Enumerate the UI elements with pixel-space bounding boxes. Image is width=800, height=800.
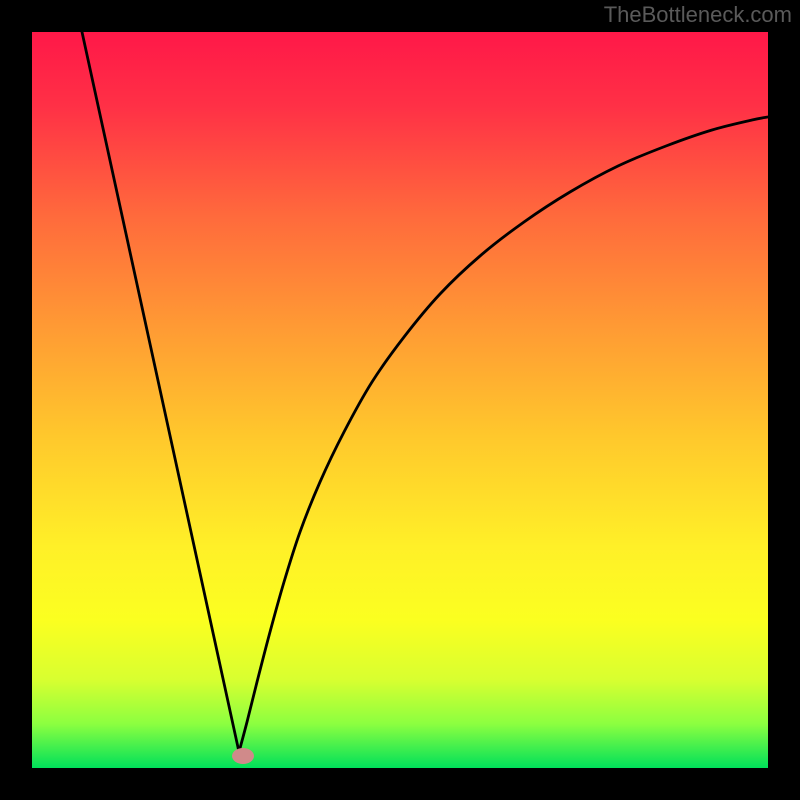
- attribution-text: TheBottleneck.com: [604, 2, 792, 28]
- curve-left-segment: [82, 32, 239, 752]
- chart-container: TheBottleneck.com: [0, 0, 800, 800]
- minimum-marker: [232, 748, 254, 764]
- curve-layer: [32, 32, 768, 768]
- curve-right-segment: [239, 117, 768, 752]
- plot-area: [32, 32, 768, 768]
